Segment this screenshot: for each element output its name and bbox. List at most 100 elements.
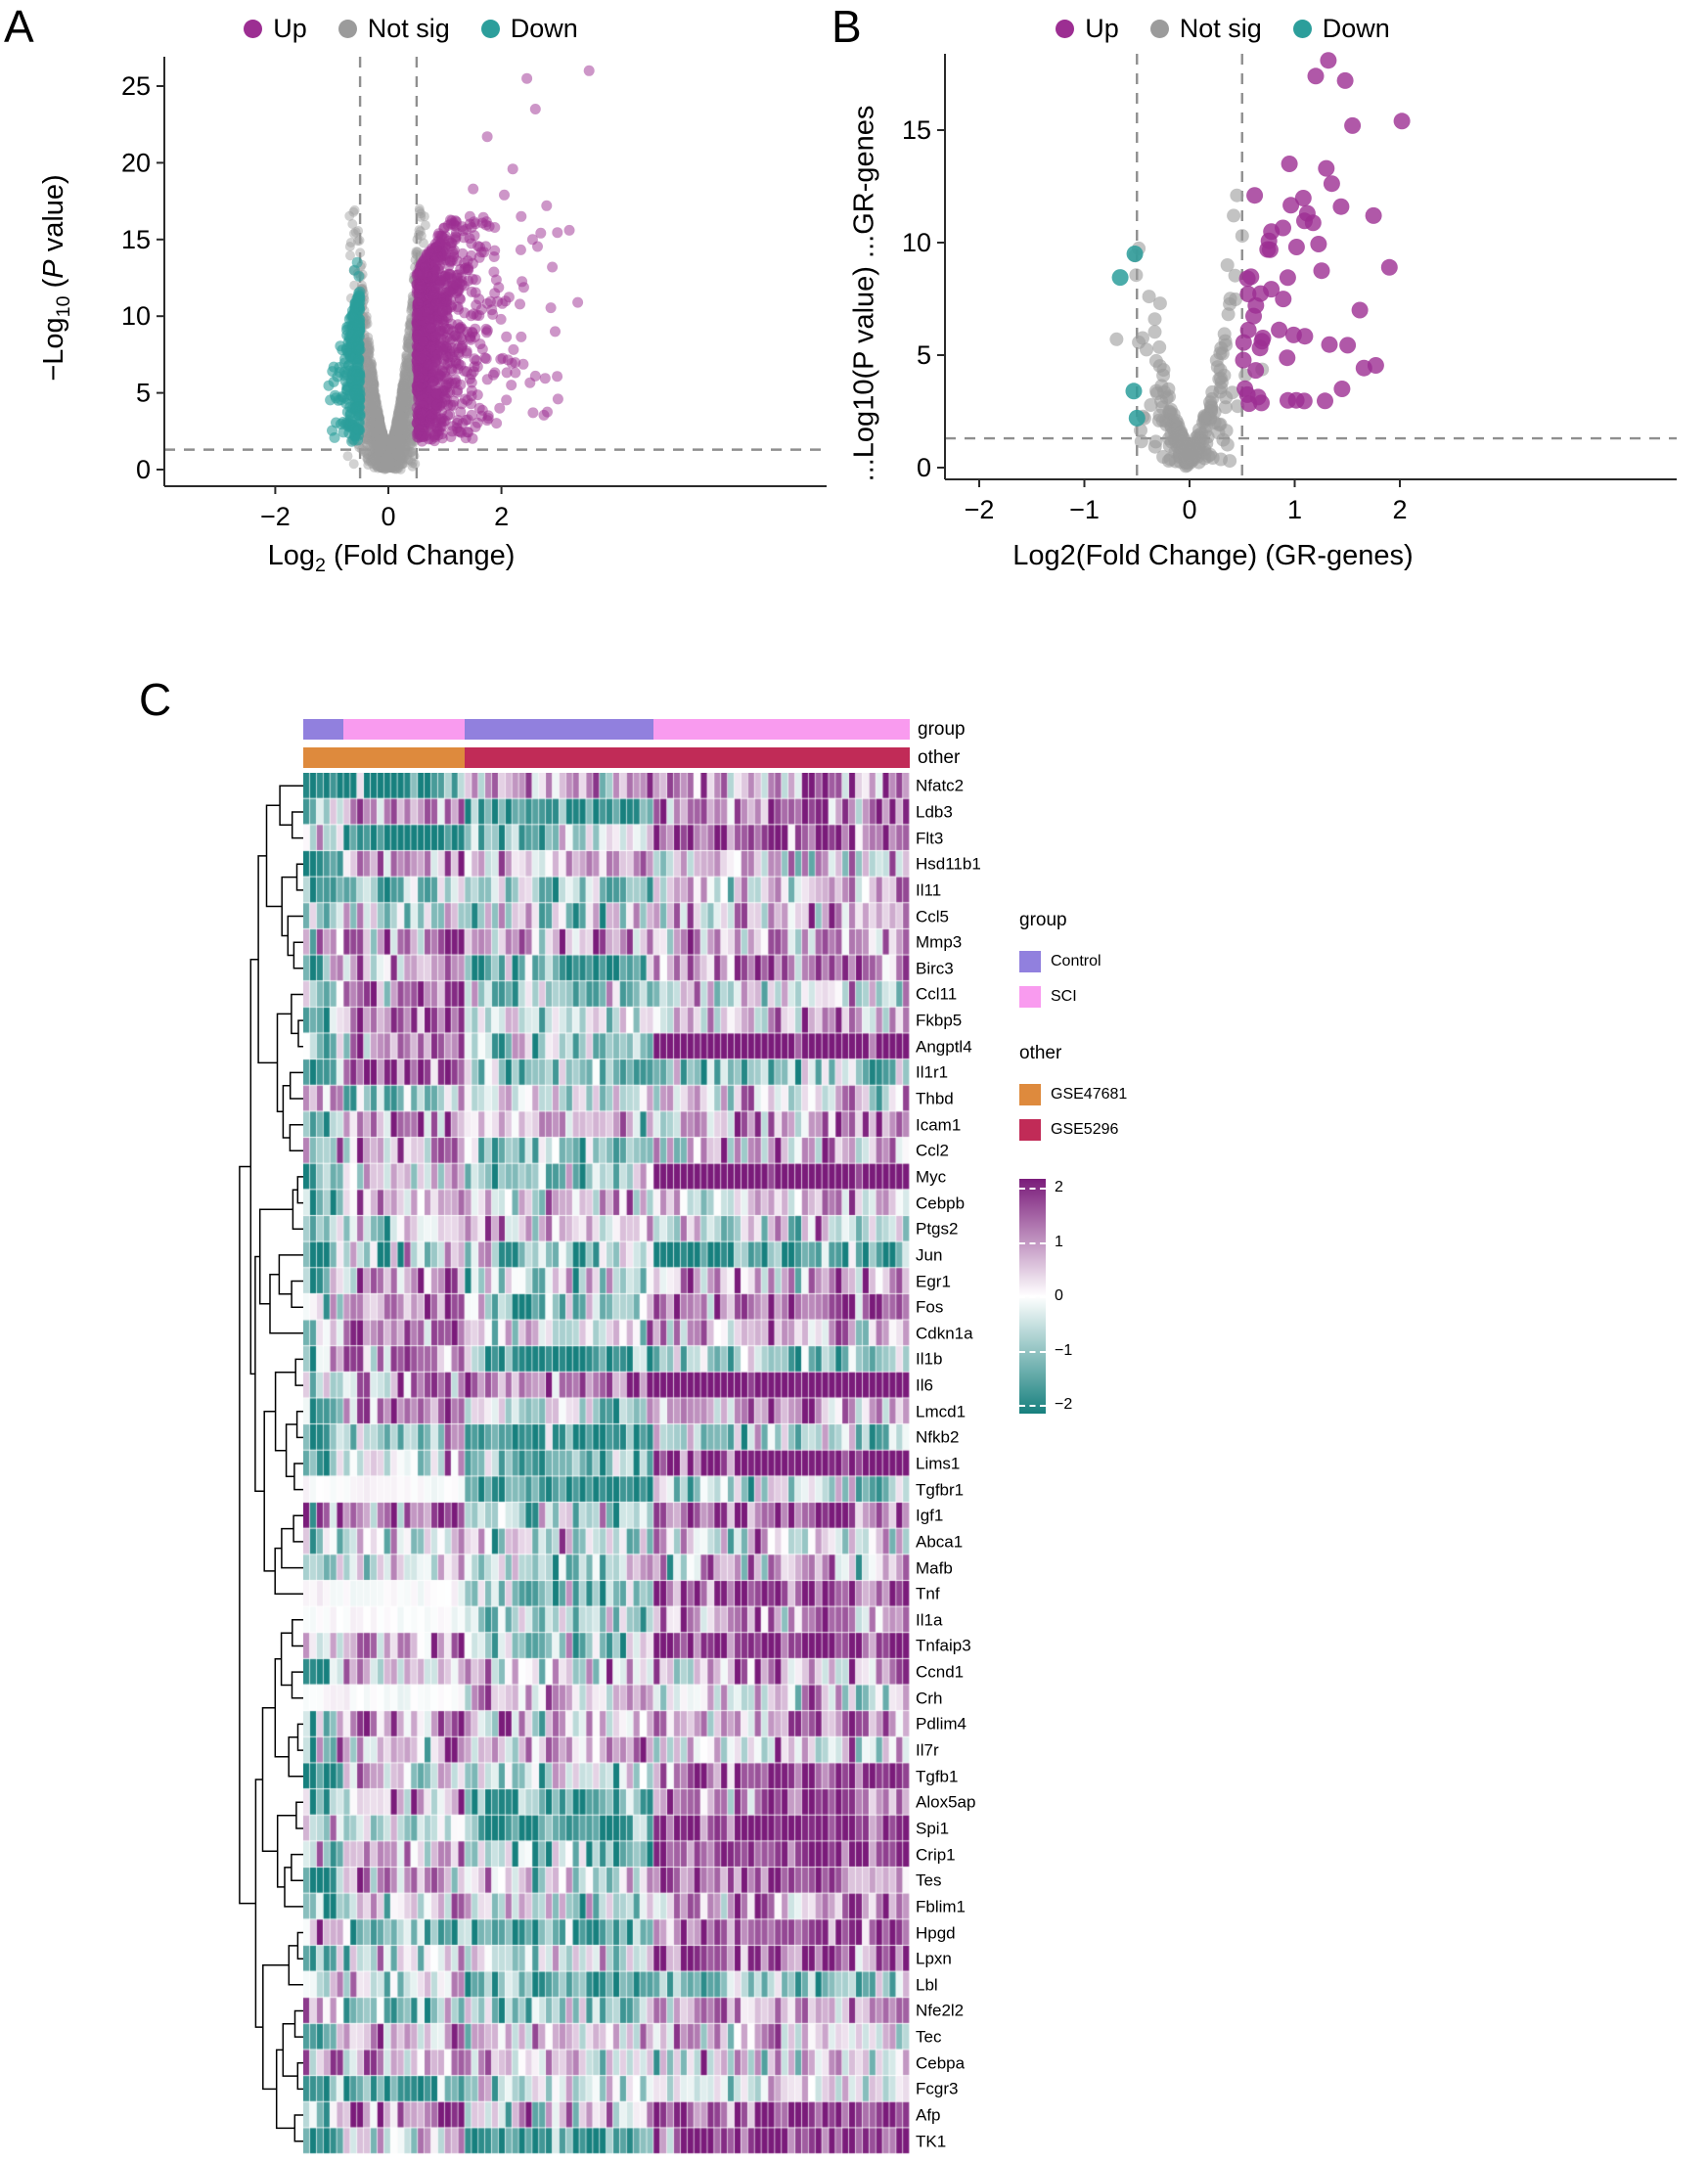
- legend-label: Down: [1322, 14, 1390, 43]
- colorbar-tick: [1019, 1350, 1046, 1353]
- legend-label: Down: [510, 14, 578, 43]
- gene-label: Crh: [916, 1689, 943, 1708]
- y-tick-label: 10: [902, 228, 931, 257]
- gene-label: Tgfbr1: [916, 1480, 965, 1500]
- gene-label: Tes: [916, 1870, 942, 1890]
- panel-label-c: C: [139, 674, 172, 725]
- gene-label: Mmp3: [916, 932, 963, 952]
- gene-label: Tec: [916, 2027, 942, 2047]
- annotation-segment-sci: [343, 719, 466, 740]
- volcano-a-y-axis-title: −Log10 (P value): [38, 174, 75, 381]
- gene-label: Icam1: [916, 1115, 962, 1135]
- legend-b: Up Not sig Down: [949, 14, 1497, 44]
- up-dot-icon: [244, 20, 263, 38]
- gene-label: Jun: [916, 1245, 943, 1265]
- gene-label: Il1a: [916, 1610, 943, 1630]
- colorbar-tick: [1019, 1188, 1046, 1190]
- gene-label: Lpxn: [916, 1949, 952, 1968]
- legend-item-gse47681: GSE47681: [1019, 1084, 1127, 1105]
- down-dot-icon: [1292, 20, 1312, 38]
- axis-title-text: value): [38, 174, 70, 260]
- y-tick-label: 15: [121, 225, 151, 254]
- y-tick-label: 10: [121, 301, 151, 331]
- annotation-bar-other-label: other: [918, 747, 961, 768]
- x-tick-label: 2: [494, 502, 509, 531]
- y-tick-label: 0: [917, 453, 931, 482]
- gene-label: Lims1: [916, 1454, 961, 1473]
- gene-label: Tnf: [916, 1584, 940, 1603]
- axis-title-text: −Log: [38, 317, 70, 382]
- gene-label: Nfe2l2: [916, 2001, 965, 2020]
- gene-label: Pdlim4: [916, 1714, 966, 1734]
- panel-label-a: A: [4, 1, 34, 52]
- colorbar-tick: [1019, 1296, 1046, 1298]
- gene-label: Ldb3: [916, 802, 953, 822]
- gene-label: Il7r: [916, 1740, 939, 1760]
- y-tick-label: 0: [136, 455, 151, 484]
- gene-label: Thbd: [916, 1089, 954, 1108]
- colorbar-tick: [1019, 1241, 1046, 1244]
- annotation-segment-sci: [653, 719, 910, 740]
- legend-label: Not sig: [1179, 14, 1262, 43]
- legend-item-notsig: Not sig: [1149, 14, 1262, 44]
- legend-item-down: Down: [480, 14, 578, 44]
- gene-label: Cebpb: [916, 1194, 966, 1213]
- gene-label: Il1r1: [916, 1062, 949, 1082]
- legend-label: GSE47681: [1051, 1086, 1128, 1103]
- gene-label: Ptgs2: [916, 1219, 959, 1239]
- gene-label: Birc3: [916, 959, 954, 978]
- notsig-dot-icon: [1149, 20, 1169, 38]
- legend-item-up: Up: [244, 14, 307, 44]
- y-tick-label: 20: [121, 148, 151, 177]
- gene-label: Fos: [916, 1297, 944, 1317]
- gene-label: Fblim1: [916, 1897, 966, 1916]
- heatmap: [303, 773, 910, 2154]
- gene-label: Cebpa: [916, 2053, 966, 2073]
- axis-title-text: (: [38, 278, 70, 296]
- volcano-a-x-axis-title: Log2 (Fold Change): [268, 540, 516, 577]
- annotation-segment-control: [465, 719, 654, 740]
- legend-label: Control: [1051, 953, 1101, 969]
- gene-label: Mafb: [916, 1558, 953, 1578]
- axis-title-text: (Fold Change): [325, 540, 516, 571]
- legend-item-gse5296: GSE5296: [1019, 1119, 1118, 1141]
- axis-title-italic: P: [38, 259, 70, 279]
- gene-label: Fcgr3: [916, 2079, 959, 2098]
- legend-label: Not sig: [367, 14, 450, 43]
- gene-label: Il11: [916, 880, 942, 900]
- annotation-bar-other: [303, 747, 910, 768]
- legend-item-sci: SCI: [1019, 986, 1077, 1008]
- x-tick-label: 0: [1182, 495, 1196, 524]
- legend-a: Up Not sig Down: [137, 14, 685, 44]
- gene-label: Fkbp5: [916, 1011, 963, 1030]
- row-dendrogram: [239, 785, 303, 2142]
- colorbar-tick-label: 1: [1055, 1233, 1063, 1250]
- gene-label: Nfatc2: [916, 776, 965, 795]
- gene-label: Flt3: [916, 829, 944, 848]
- legend-other-title: other: [1019, 1043, 1062, 1063]
- control-swatch-icon: [1019, 951, 1041, 972]
- legend-label: GSE5296: [1051, 1121, 1119, 1138]
- gene-labels: Nfatc2 Ldb3 Flt3 Hsd11b1 Il11 Ccl5 Mmp3 Birc3 Cc…: [916, 773, 1043, 2163]
- panel-label-b: B: [832, 1, 862, 52]
- annotation-bar-group: [303, 719, 910, 740]
- sci-swatch-icon: [1019, 986, 1041, 1008]
- gene-label: Ccl11: [916, 984, 958, 1004]
- colorbar-tick-label: −1: [1055, 1341, 1073, 1359]
- gene-label: Alox5ap: [916, 1792, 976, 1812]
- colorbar-tick: [1019, 1405, 1046, 1407]
- gene-label: Hsd11b1: [916, 854, 981, 874]
- y-tick-label: 25: [121, 71, 151, 101]
- notsig-dot-icon: [337, 20, 357, 38]
- x-tick-label: 0: [381, 502, 395, 531]
- axis-title-text: Log: [267, 540, 315, 571]
- gene-label: Afp: [916, 2105, 941, 2125]
- colorbar-tick-label: 0: [1055, 1287, 1063, 1304]
- gene-label: Spi1: [916, 1819, 950, 1838]
- y-tick-label: 15: [902, 115, 931, 145]
- gene-label: Ccl2: [916, 1141, 950, 1160]
- gene-label: TK1: [916, 2132, 947, 2151]
- gene-label: Myc: [916, 1167, 947, 1187]
